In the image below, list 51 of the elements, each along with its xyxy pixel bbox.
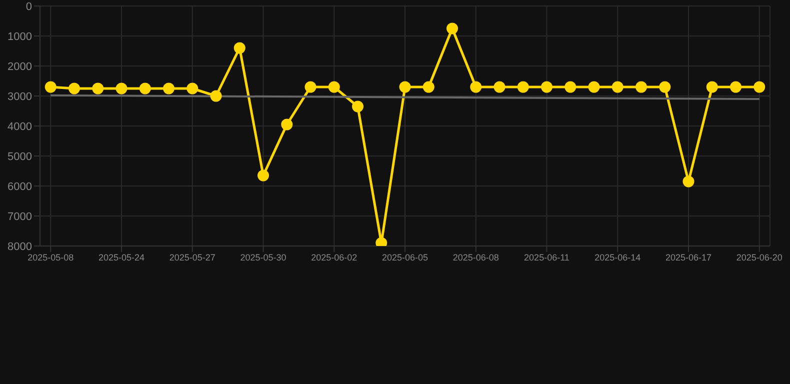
x-tick-label: 2025-06-05: [382, 252, 428, 262]
point: [68, 82, 80, 94]
point: [163, 82, 175, 94]
y-tick-label: 7000: [8, 210, 32, 223]
point: [281, 118, 293, 130]
y-tick-label: 0: [26, 0, 32, 13]
x-tick-label: 2025-06-17: [665, 252, 712, 262]
x-tick-label: 2025-06-20: [736, 252, 782, 262]
point: [682, 176, 694, 188]
point: [541, 81, 552, 93]
x-tick-label: 2025-05-30: [240, 252, 286, 262]
point: [352, 100, 364, 112]
x-tick-label: 2025-06-11: [524, 252, 570, 262]
point: [446, 22, 458, 34]
point: [659, 81, 671, 93]
x-tick-label: 2025-05-08: [28, 252, 74, 262]
point: [234, 42, 246, 54]
point: [588, 81, 600, 93]
y-tick-label: 8000: [8, 240, 32, 253]
x-tick-label: 2025-06-02: [311, 252, 358, 262]
x-tick-label: 2025-05-27: [169, 252, 216, 262]
point: [399, 81, 411, 93]
x-tick-label: 2025-06-08: [452, 252, 499, 262]
point: [258, 170, 269, 182]
point: [139, 82, 151, 94]
y-tick-label: 3000: [8, 90, 32, 103]
point: [754, 81, 766, 93]
point: [470, 81, 482, 93]
point: [564, 81, 576, 93]
point: [376, 237, 388, 246]
point: [328, 81, 340, 93]
point: [517, 81, 529, 93]
x-tick-label: 2025-06-14: [594, 252, 641, 262]
point: [422, 81, 434, 93]
point: [186, 82, 198, 94]
point: [612, 81, 624, 93]
y-tick-label: 6000: [8, 180, 32, 193]
y-tick-label: 1000: [8, 30, 32, 43]
y-tick-label: 2000: [8, 60, 32, 73]
y-tick-label: 4000: [8, 120, 32, 133]
y-tick-label: 5000: [8, 150, 32, 163]
point: [116, 82, 128, 94]
point: [210, 90, 222, 102]
point: [92, 82, 104, 94]
x-tick-label: 2025-05-24: [98, 252, 145, 262]
point: [730, 81, 742, 93]
point: [304, 81, 316, 93]
point: [494, 81, 506, 93]
point: [706, 81, 718, 93]
point: [635, 81, 647, 93]
point: [44, 81, 56, 93]
